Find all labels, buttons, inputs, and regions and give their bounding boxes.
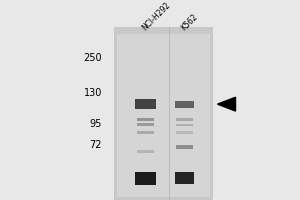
FancyBboxPatch shape	[175, 101, 194, 108]
Text: 130: 130	[84, 88, 102, 98]
Text: 250: 250	[83, 53, 102, 63]
FancyBboxPatch shape	[176, 145, 193, 149]
FancyBboxPatch shape	[176, 131, 193, 134]
FancyBboxPatch shape	[137, 150, 154, 153]
FancyBboxPatch shape	[175, 172, 194, 184]
FancyBboxPatch shape	[137, 118, 154, 121]
Text: NCI-H292: NCI-H292	[141, 1, 172, 32]
Text: 72: 72	[89, 140, 102, 150]
FancyBboxPatch shape	[176, 124, 193, 126]
FancyBboxPatch shape	[137, 123, 154, 126]
FancyBboxPatch shape	[176, 118, 193, 121]
FancyBboxPatch shape	[135, 99, 156, 109]
Text: K562: K562	[180, 12, 200, 32]
FancyBboxPatch shape	[137, 131, 154, 134]
FancyBboxPatch shape	[114, 27, 213, 200]
Polygon shape	[218, 97, 236, 111]
FancyBboxPatch shape	[135, 172, 156, 185]
Text: 95: 95	[90, 119, 102, 129]
FancyBboxPatch shape	[117, 34, 210, 197]
